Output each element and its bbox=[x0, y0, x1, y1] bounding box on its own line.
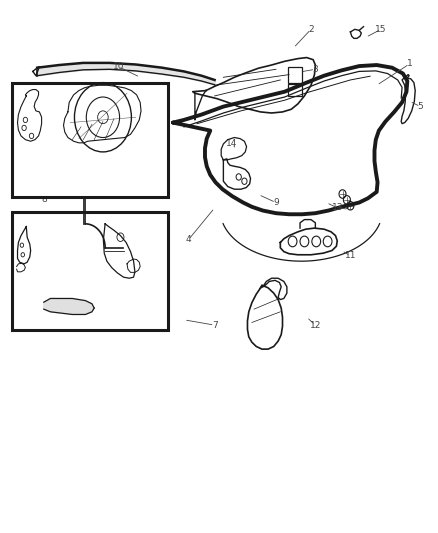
Text: 11: 11 bbox=[345, 252, 356, 260]
Bar bbox=[288, 84, 302, 96]
Text: 5: 5 bbox=[417, 102, 424, 111]
Text: 15: 15 bbox=[375, 25, 387, 34]
Bar bbox=[288, 67, 302, 83]
Text: 9: 9 bbox=[273, 198, 279, 207]
Text: 12: 12 bbox=[310, 321, 321, 329]
Text: 4: 4 bbox=[186, 236, 191, 244]
Text: 3: 3 bbox=[312, 65, 318, 74]
FancyBboxPatch shape bbox=[12, 83, 168, 197]
Text: 14: 14 bbox=[226, 140, 238, 148]
Text: 8: 8 bbox=[41, 196, 47, 204]
Text: 10: 10 bbox=[113, 62, 124, 71]
Text: 2: 2 bbox=[308, 25, 314, 34]
Text: 13: 13 bbox=[332, 204, 343, 212]
Polygon shape bbox=[44, 298, 94, 314]
Text: 1: 1 bbox=[406, 60, 413, 68]
Text: 7: 7 bbox=[212, 321, 218, 329]
FancyBboxPatch shape bbox=[12, 212, 168, 330]
